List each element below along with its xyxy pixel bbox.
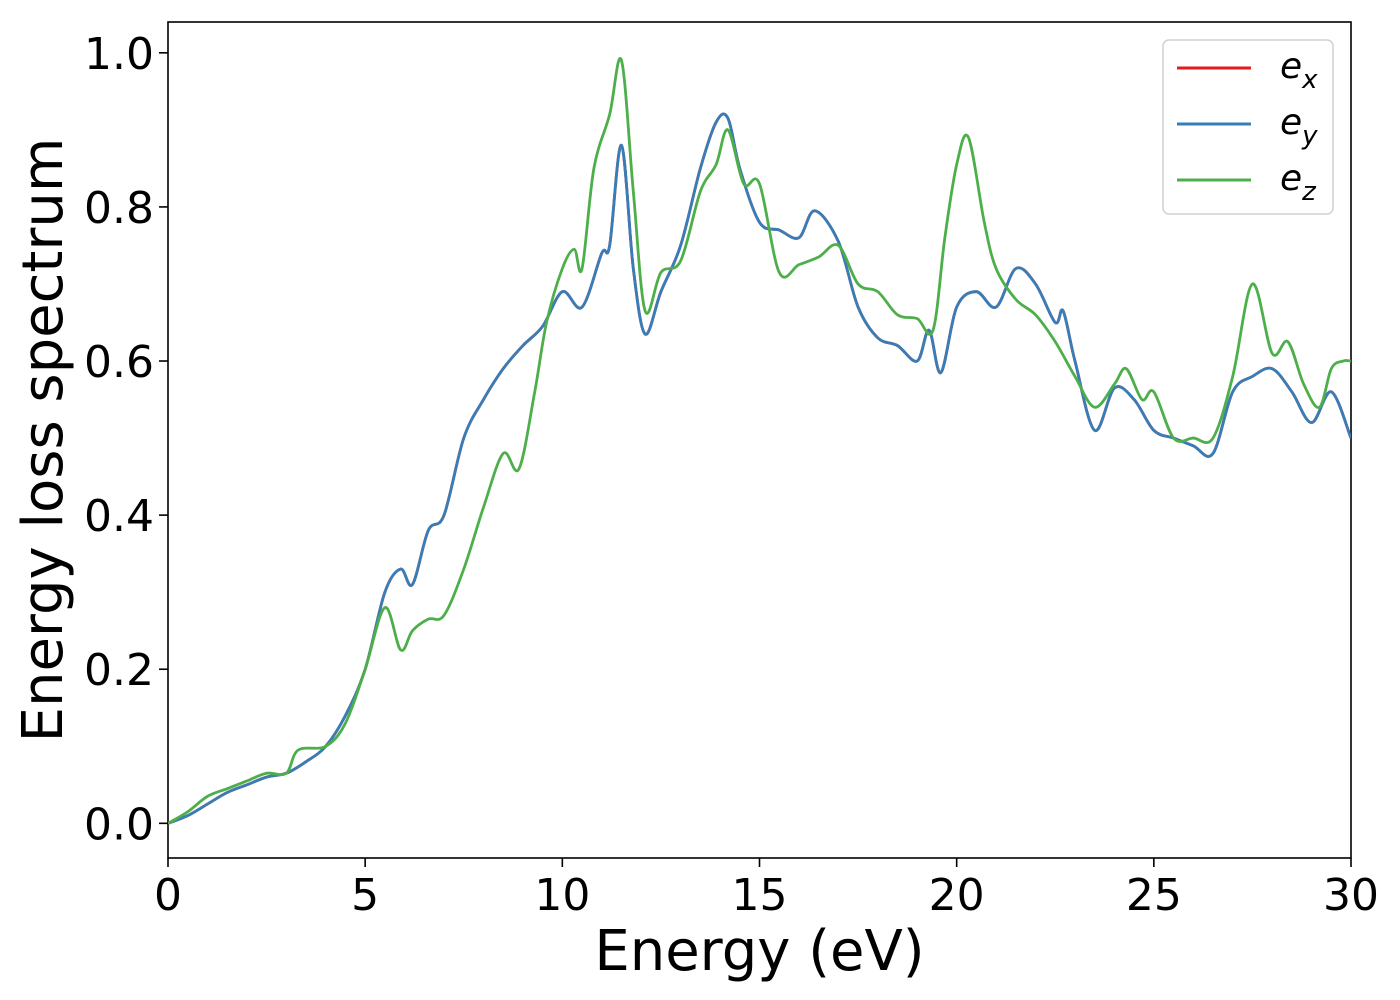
y-tick-label: 0.4 [84, 491, 154, 542]
x-tick-label: 5 [351, 870, 379, 921]
x-axis: 0 5 10 15 20 25 30 [154, 858, 1379, 921]
legend-label-ez: ez [1280, 158, 1317, 207]
legend-label-base: e [1280, 46, 1302, 87]
legend-label-base: e [1280, 102, 1302, 143]
y-tick-label: 1.0 [84, 29, 154, 80]
y-axis-title: Energy loss spectrum [11, 138, 76, 743]
y-tick-label: 0.0 [84, 799, 154, 850]
y-tick-label: 0.6 [84, 337, 154, 388]
x-tick-label: 20 [929, 870, 985, 921]
y-tick-label: 0.2 [84, 645, 154, 696]
legend-box [1162, 39, 1334, 215]
x-tick-label: 30 [1323, 870, 1379, 921]
series-line-ey [168, 112, 1351, 825]
x-tick-label: 25 [1126, 870, 1182, 921]
legend-label-ey: ey [1280, 102, 1318, 151]
legend-label-subscript: y [1301, 121, 1318, 151]
series-line-ez [168, 57, 1351, 825]
x-axis-title: Energy (eV) [594, 919, 924, 984]
legend-label-subscript: z [1301, 177, 1317, 207]
y-axis: 0.0 0.2 0.4 0.6 0.8 1.0 [84, 29, 168, 850]
x-tick-label: 15 [732, 870, 788, 921]
y-tick-label: 0.8 [84, 183, 154, 234]
legend-label-base: e [1280, 158, 1302, 199]
legend-label-ex: ex [1280, 46, 1318, 95]
series-layer [168, 57, 1351, 825]
x-tick-label: 10 [534, 870, 590, 921]
legend-label-subscript: x [1301, 65, 1318, 95]
x-tick-label: 0 [154, 870, 182, 921]
